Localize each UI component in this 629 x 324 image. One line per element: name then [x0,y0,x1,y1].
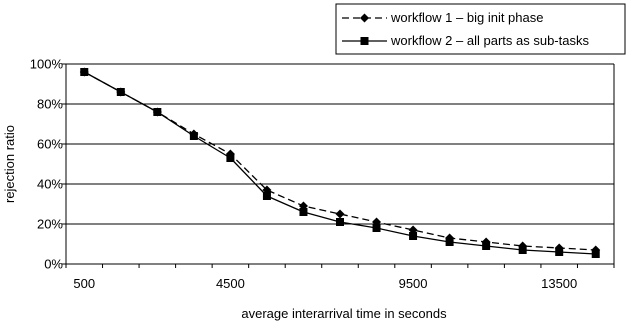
point-workflow-2-5 [262,192,271,200]
y-tick-label-5: 100% [30,57,64,72]
point-workflow-2-7 [336,218,344,226]
point-workflow-2-10 [445,238,454,246]
axes [65,64,615,265]
legend: workflow 1 – big init phase workflow 2 –… [335,3,626,55]
legend-marker-workflow-1 [360,13,369,23]
x-tick-label-2: 9500 [399,276,428,291]
point-workflow-1-7 [335,209,345,219]
point-workflow-2-0 [80,68,89,76]
point-workflow-2-2 [153,108,162,116]
gridlines [66,63,614,225]
point-workflow-2-8 [372,224,381,232]
x-tick-label-3: 13500 [541,276,577,291]
series-markers [79,67,601,258]
x-tick-label-0: 500 [73,276,95,291]
point-workflow-2-13 [555,248,564,256]
point-workflow-2-1 [116,88,125,96]
point-workflow-2-6 [299,208,308,216]
x-tick-label-1: 4500 [216,276,245,291]
point-workflow-2-9 [409,232,418,240]
legend-label-workflow-2: workflow 2 – all parts as sub-tasks [390,33,589,48]
point-workflow-2-4 [226,154,235,162]
x-axis-title: average interarrival time in seconds [241,306,447,321]
legend-label-workflow-1: workflow 1 – big init phase [390,10,543,25]
point-workflow-2-14 [591,250,600,258]
point-workflow-2-11 [482,242,491,250]
y-tick-label-3: 60% [37,137,63,152]
x-axis-ticks: 500 4500 9500 13500 [65,264,615,291]
series-lines [83,71,596,255]
y-axis-title: rejection ratio [2,125,17,203]
legend-item-workflow-2: workflow 2 – all parts as sub-tasks [342,33,589,48]
y-tick-label-1: 20% [37,217,63,232]
y-tick-label-2: 40% [37,177,63,192]
series-line-workflow-2 [83,71,596,255]
y-tick-label-0: 0% [44,257,63,272]
point-workflow-2-12 [518,246,527,254]
legend-box [335,3,626,55]
legend-item-workflow-1: workflow 1 – big init phase [342,10,543,25]
legend-marker-workflow-2 [360,37,369,45]
y-axis-ticks: 0% 20% 40% 60% 80% 100% [30,57,66,272]
point-workflow-2-3 [189,132,198,140]
y-tick-label-4: 80% [37,97,63,112]
